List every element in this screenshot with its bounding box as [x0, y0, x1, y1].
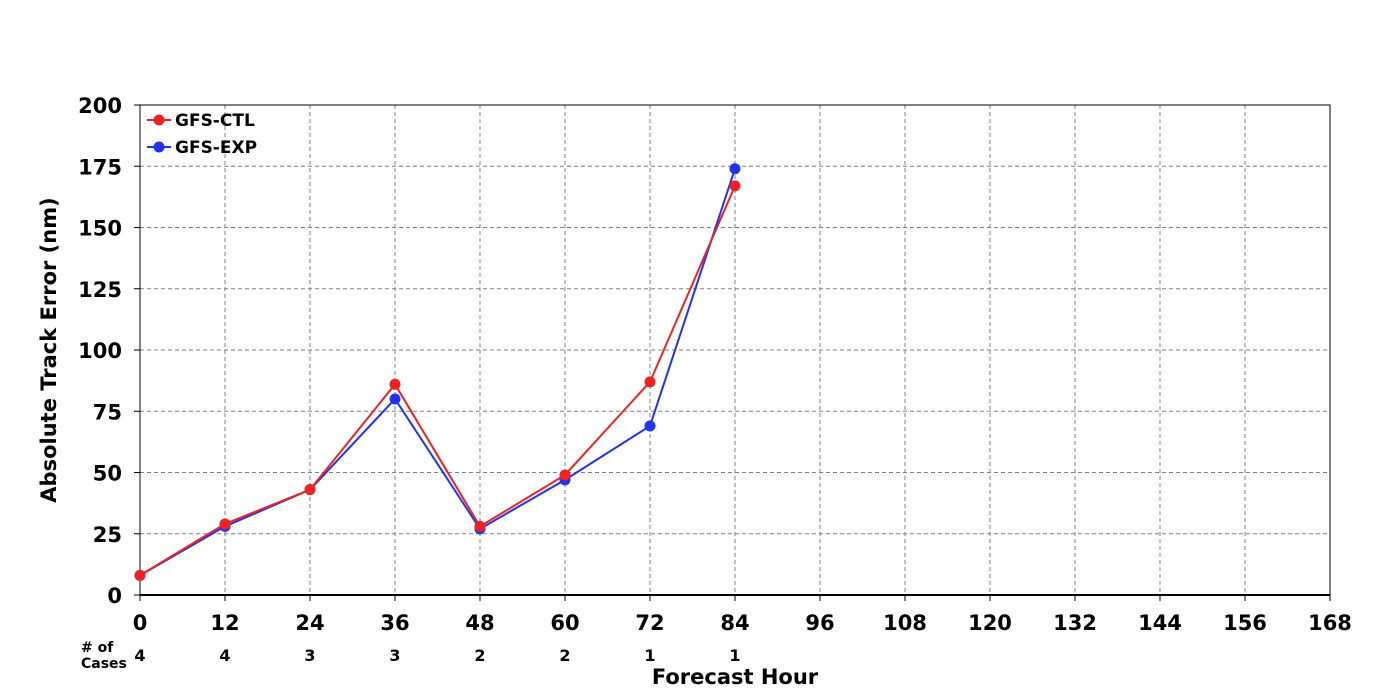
data-point — [389, 378, 401, 390]
x-tick-label: 0 — [133, 611, 148, 635]
data-point — [559, 469, 571, 481]
legend: GFS-CTL GFS-EXP — [147, 111, 257, 158]
legend-label: GFS-EXP — [175, 138, 257, 158]
y-ticks: 0 25 50 75 100 125 150 175 200 — [78, 94, 140, 608]
x-tick-label: 96 — [805, 611, 834, 635]
legend-marker — [153, 114, 165, 126]
data-point — [134, 569, 146, 581]
y-tick-label: 75 — [93, 400, 122, 424]
data-point — [644, 420, 656, 432]
y-tick-label: 100 — [78, 339, 122, 363]
x-tick-label: 120 — [968, 611, 1012, 635]
y-tick-label: 200 — [78, 94, 122, 118]
cases-value: 1 — [729, 646, 740, 665]
data-point — [304, 484, 316, 496]
data-point — [729, 180, 741, 192]
legend-item: GFS-EXP — [147, 138, 257, 158]
y-axis-title: Absolute Track Error (nm) — [37, 197, 61, 502]
y-tick-label: 0 — [107, 584, 122, 608]
legend-label: GFS-CTL — [175, 111, 255, 131]
data-point — [474, 520, 486, 532]
x-tick-label: 24 — [295, 611, 324, 635]
series-gfs-ctl — [134, 180, 741, 581]
series-line — [139, 185, 736, 577]
cases-value: 2 — [559, 646, 570, 665]
x-tick-label: 144 — [1138, 611, 1182, 635]
cases-value: 4 — [134, 646, 145, 665]
cases-value: 4 — [219, 646, 230, 665]
cases-row: # of Cases 4 4 3 3 2 2 1 1 — [81, 640, 741, 672]
x-tick-label: 156 — [1223, 611, 1267, 635]
cases-value: 2 — [474, 646, 485, 665]
y-tick-label: 125 — [78, 278, 122, 302]
cases-value: 3 — [389, 646, 400, 665]
legend-marker — [153, 141, 165, 153]
data-point — [219, 518, 231, 530]
cases-value: 1 — [644, 646, 655, 665]
series-group — [134, 163, 741, 581]
x-tick-label: 72 — [635, 611, 664, 635]
x-tick-label: 60 — [550, 611, 579, 635]
x-tick-label: 168 — [1308, 611, 1352, 635]
x-tick-label: 36 — [380, 611, 409, 635]
x-tick-label: 84 — [720, 611, 749, 635]
data-point — [389, 393, 401, 405]
y-tick-label: 175 — [78, 155, 122, 179]
x-tick-label: 108 — [883, 611, 927, 635]
data-point — [729, 163, 741, 175]
cases-label-line1: # of — [81, 640, 114, 656]
data-point — [644, 376, 656, 388]
x-tick-label: 48 — [465, 611, 494, 635]
x-axis-title: Forecast Hour — [652, 665, 819, 689]
grid — [140, 105, 1330, 595]
y-tick-label: 25 — [93, 523, 122, 547]
y-tick-label: 150 — [78, 217, 122, 241]
legend-item: GFS-CTL — [147, 111, 255, 131]
x-tick-label: 12 — [210, 611, 239, 635]
cases-label-line2: Cases — [81, 656, 127, 672]
x-tick-label: 132 — [1053, 611, 1097, 635]
y-tick-label: 50 — [93, 462, 122, 486]
series-line — [139, 168, 736, 577]
x-ticks: 0 12 24 36 48 60 72 84 96 108 120 132 144 156 168 — [133, 595, 1352, 635]
cases-value: 3 — [304, 646, 315, 665]
